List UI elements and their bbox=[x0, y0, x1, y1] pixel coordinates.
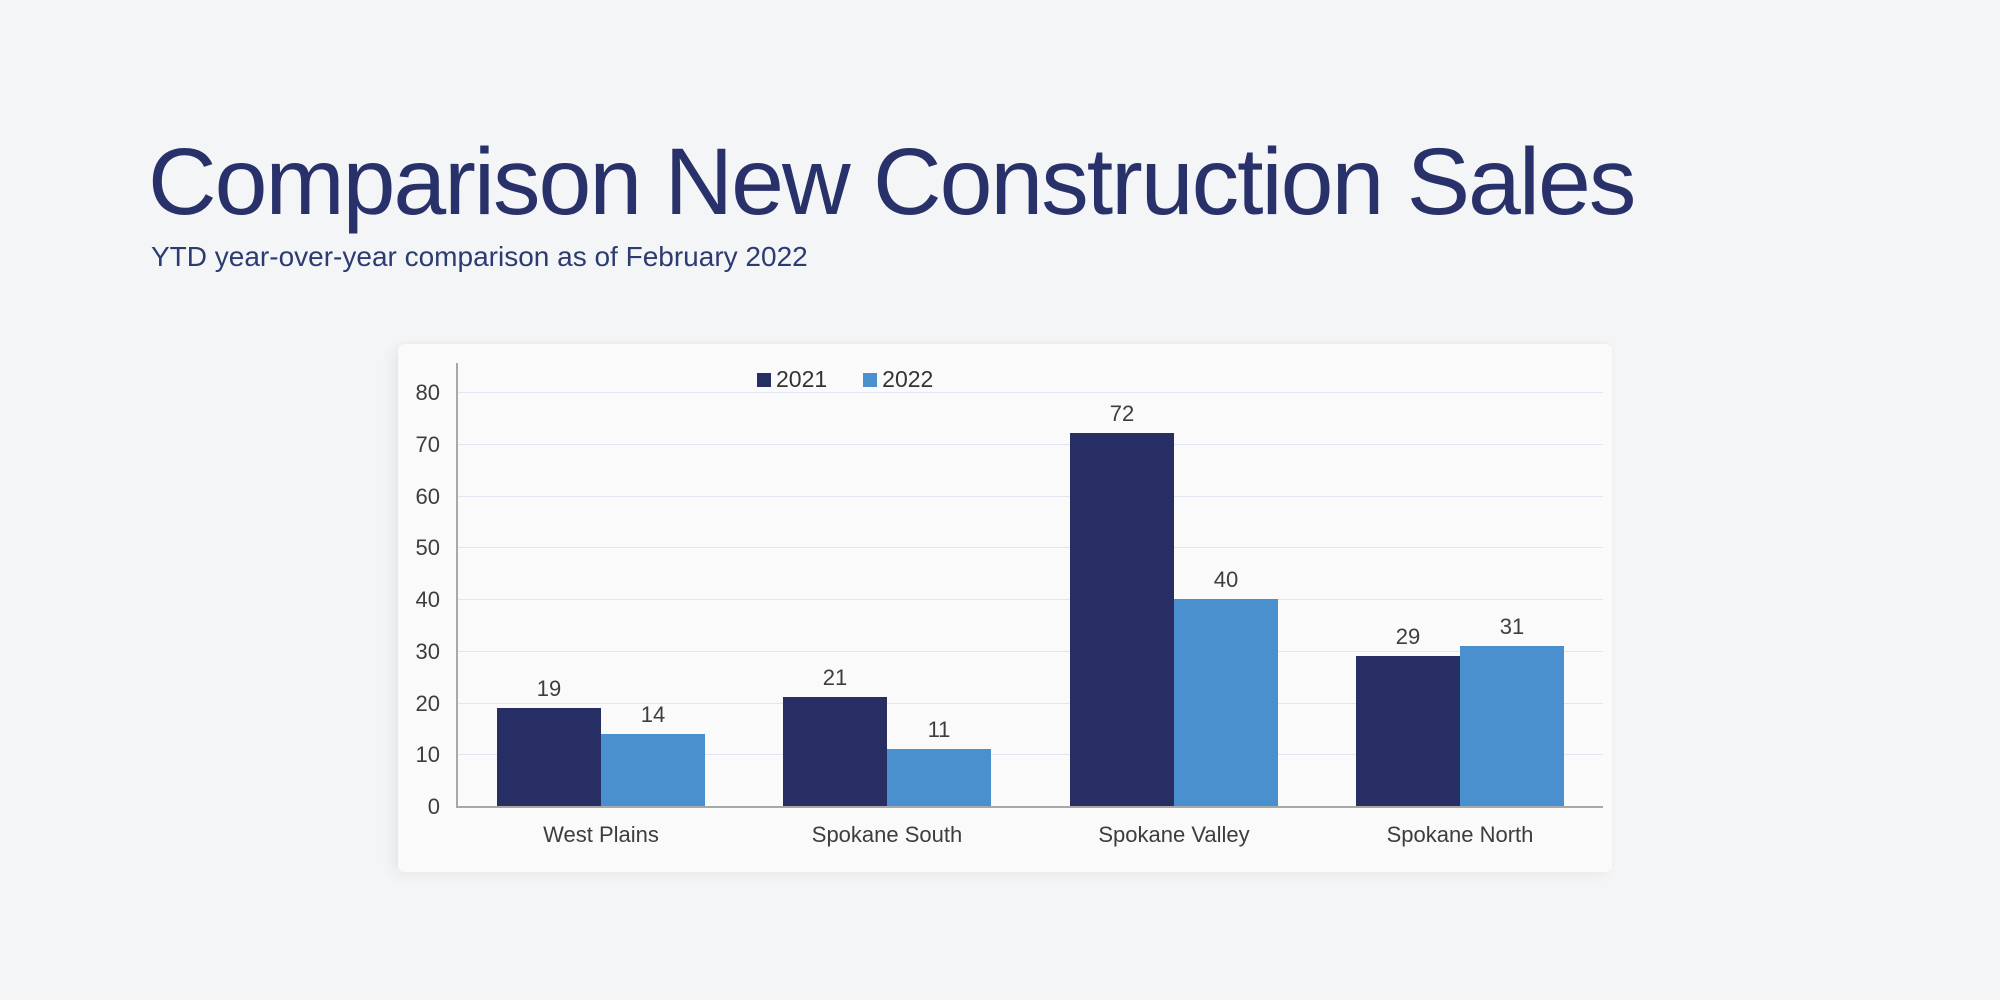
bar-2022-spokane-north bbox=[1460, 646, 1564, 806]
value-label-2022-west-plains: 14 bbox=[640, 702, 666, 727]
legend-item-2021: 2021 bbox=[757, 368, 827, 391]
x-axis-category-label-2: Spokane Valley bbox=[1098, 822, 1250, 847]
value-label-2021-spokane-south: 21 bbox=[822, 665, 848, 690]
y-axis-tick-label-50: 50 bbox=[415, 535, 440, 560]
y-axis-tick-label-40: 40 bbox=[415, 587, 440, 612]
y-axis-tick-label-10: 10 bbox=[415, 742, 440, 767]
bar-2022-spokane-south bbox=[887, 749, 991, 806]
legend-swatch-2022 bbox=[863, 372, 878, 387]
y-axis-tick-label-80: 80 bbox=[415, 380, 440, 405]
gridline-70 bbox=[458, 444, 1603, 445]
bar-2021-spokane-south bbox=[783, 697, 887, 806]
x-axis-category-label-1: Spokane South bbox=[811, 822, 963, 847]
legend-item-2022: 2022 bbox=[863, 368, 933, 391]
bar-2021-spokane-north bbox=[1356, 656, 1460, 806]
gridline-20 bbox=[458, 703, 1603, 704]
value-label-2021-spokane-north: 29 bbox=[1395, 624, 1421, 649]
x-axis-category-label-0: West Plains bbox=[543, 822, 659, 847]
x-axis-line bbox=[456, 806, 1603, 808]
bar-2021-spokane-valley bbox=[1070, 433, 1174, 806]
legend-swatch-2021 bbox=[757, 372, 771, 387]
gridline-10 bbox=[458, 754, 1603, 755]
y-axis-tick-label-60: 60 bbox=[415, 484, 440, 509]
bar-2022-west-plains bbox=[601, 734, 705, 806]
bar-2022-spokane-valley bbox=[1174, 599, 1278, 806]
gridline-40 bbox=[458, 599, 1603, 600]
gridline-30 bbox=[458, 651, 1603, 652]
y-axis-tick-label-70: 70 bbox=[415, 432, 440, 457]
bar-2021-west-plains bbox=[497, 708, 601, 806]
legend-label-2022: 2022 bbox=[882, 366, 934, 392]
x-axis-category-label-3: Spokane North bbox=[1386, 822, 1534, 847]
y-axis-tick-label-0: 0 bbox=[427, 794, 440, 819]
chart-legend: 2021 2022 bbox=[757, 368, 933, 391]
value-label-2022-spokane-north: 31 bbox=[1499, 614, 1525, 639]
gridline-50 bbox=[458, 547, 1603, 548]
legend-label-2021: 2021 bbox=[776, 366, 828, 392]
page-title: Comparison New Construction Sales bbox=[148, 129, 1636, 235]
y-axis-tick-label-30: 30 bbox=[415, 639, 440, 664]
value-label-2022-spokane-south: 11 bbox=[927, 717, 951, 742]
page-subtitle: YTD year-over-year comparison as of Febr… bbox=[151, 241, 808, 272]
value-label-2022-spokane-valley: 40 bbox=[1213, 567, 1239, 592]
y-axis-tick-label-20: 20 bbox=[415, 691, 440, 716]
y-axis-line bbox=[456, 363, 458, 806]
value-label-2021-west-plains: 19 bbox=[536, 676, 562, 701]
gridline-60 bbox=[458, 496, 1603, 497]
gridline-80 bbox=[458, 392, 1603, 393]
value-label-2021-spokane-valley: 72 bbox=[1109, 401, 1135, 426]
